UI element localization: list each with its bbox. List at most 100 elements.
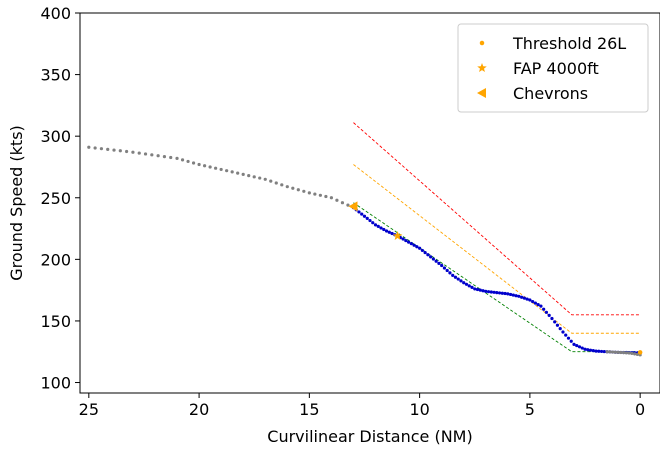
- trajectory-tail-point: [608, 350, 612, 354]
- trajectory-history-point: [307, 191, 311, 195]
- x-tick-label: 5: [525, 400, 535, 419]
- trajectory-history-point: [162, 154, 167, 159]
- legend-star-icon: [477, 63, 487, 73]
- trajectory-history-point: [252, 175, 256, 179]
- trajectory-tail-point: [624, 351, 628, 355]
- trajectory-approach-point: [561, 330, 565, 334]
- trajectory-approach-point: [431, 257, 436, 261]
- trajectory-history-point: [285, 185, 289, 189]
- trajectory-approach-point: [448, 271, 452, 275]
- trajectory-history-point: [302, 189, 306, 193]
- trajectory-approach-point: [547, 313, 551, 317]
- legend-label-threshold: Threshold 26L: [512, 34, 626, 53]
- trajectory-approach-point: [401, 237, 405, 241]
- legend-label-chevrons: Chevrons: [513, 84, 588, 103]
- legend: Threshold 26L FAP 4000ft Chevrons: [457, 23, 649, 113]
- trajectory-history-point: [87, 145, 91, 149]
- trajectory-history-point: [180, 158, 185, 162]
- y-tick-label: 200: [40, 250, 71, 269]
- trajectory-approach-point: [420, 248, 424, 253]
- trajectory-approach-point: [418, 246, 422, 250]
- trajectory-approach-point: [577, 345, 582, 349]
- trajectory-history-point: [263, 177, 267, 181]
- x-tick-label: 20: [189, 400, 209, 419]
- trajectory-approach-point: [569, 339, 573, 343]
- trajectory-history-point: [269, 179, 273, 183]
- trajectory-approach-point: [451, 273, 455, 277]
- y-tick-label: 100: [40, 374, 71, 393]
- trajectory-history-point: [274, 181, 278, 185]
- x-tick-label: 0: [635, 400, 645, 419]
- trajectory-history-point: [346, 203, 350, 207]
- trajectory-approach-point: [500, 291, 504, 295]
- y-axis-label: Ground Speed (kts): [7, 125, 26, 281]
- trajectory-history-point: [329, 196, 334, 200]
- trajectory-approach-point: [517, 294, 521, 298]
- trajectory-tail-point: [633, 352, 637, 356]
- trajectory-approach-point: [376, 224, 380, 229]
- trajectory-tail-point: [627, 351, 631, 355]
- trajectory-approach-point: [459, 279, 463, 283]
- trajectory-approach-point: [484, 289, 488, 293]
- trajectory-history-point: [156, 154, 160, 158]
- trajectory-approach-point: [379, 226, 383, 230]
- trajectory-approach-point: [475, 287, 480, 292]
- trajectory-approach-point: [528, 298, 532, 302]
- trajectory-approach-point: [572, 342, 576, 346]
- legend-triangle-left-icon: [477, 88, 486, 98]
- trajectory-approach-point: [387, 230, 391, 234]
- trajectory-approach-point: [558, 327, 562, 331]
- trajectory-approach-point: [597, 349, 601, 353]
- trajectory-approach-point: [440, 263, 444, 268]
- trajectory-history-point: [241, 172, 245, 176]
- trajectory-approach-point: [511, 293, 515, 297]
- trajectory-history-point: [318, 193, 322, 197]
- trajectory-approach-point: [495, 291, 499, 295]
- trajectory-history-point: [186, 159, 190, 164]
- trajectory-history-point: [340, 201, 345, 205]
- y-tick-label: 150: [40, 312, 71, 331]
- trajectory-history-point: [291, 186, 295, 190]
- trajectory-approach-point: [602, 349, 606, 354]
- trajectory-history-point: [296, 188, 300, 192]
- trajectory-approach-point: [365, 216, 369, 220]
- y-tick-label: 400: [40, 4, 71, 23]
- legend-label-fap: FAP 4000ft: [513, 59, 599, 78]
- trajectory-approach-point: [497, 291, 502, 295]
- trajectory-approach-point: [429, 255, 433, 259]
- trajectory-approach-point: [362, 214, 367, 218]
- trajectory-approach-point: [453, 275, 458, 279]
- trajectory-tail-point: [630, 351, 634, 356]
- trajectory-approach-point: [564, 333, 568, 337]
- trajectory-history-point: [208, 165, 212, 169]
- trajectory-approach-point: [423, 250, 427, 255]
- fap-marker: [392, 230, 403, 240]
- reference-line-2: [353, 202, 641, 353]
- reference-line-0: [353, 122, 641, 316]
- trajectory-approach-point: [531, 299, 535, 304]
- trajectory-tail-point: [613, 350, 617, 354]
- trajectory-history-point: [280, 183, 284, 187]
- legend-box: [457, 23, 649, 113]
- trajectory-approach-point: [539, 304, 543, 308]
- trajectory-approach-point: [486, 290, 491, 294]
- trajectory-approach-point: [437, 261, 441, 265]
- trajectory-history-point: [106, 147, 110, 151]
- trajectory-approach-point: [445, 268, 449, 273]
- trajectory-approach-point: [536, 303, 540, 307]
- y-tick-label: 350: [40, 66, 71, 85]
- trajectory-approach-point: [522, 296, 526, 300]
- trajectory-history-point: [125, 149, 129, 154]
- trajectory-approach-point: [470, 285, 474, 289]
- trajectory-approach-point: [542, 307, 546, 311]
- trajectory-approach-point: [599, 349, 604, 354]
- plot-area: [87, 122, 643, 357]
- trajectory-history-point: [99, 147, 104, 151]
- legend-circle-icon: [479, 40, 485, 46]
- trajectory-approach-point: [357, 210, 361, 214]
- trajectory-history-point: [236, 171, 240, 175]
- trajectory-approach-point: [506, 292, 510, 296]
- trajectory-approach-point: [382, 227, 386, 232]
- trajectory-history-point: [203, 164, 207, 168]
